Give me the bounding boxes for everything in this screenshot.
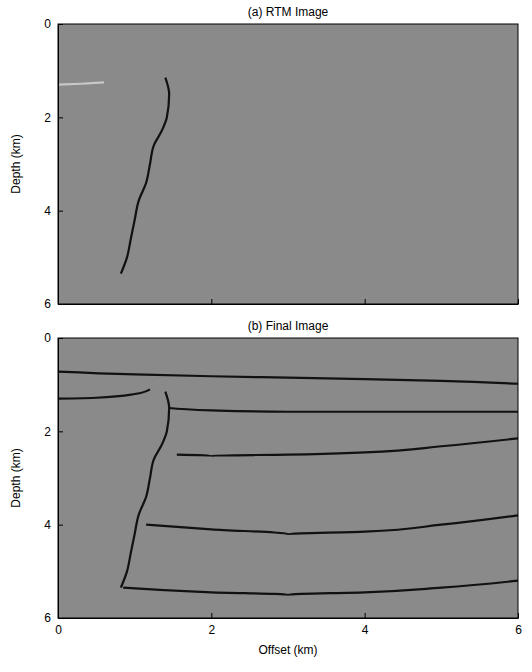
y-tick: 4 bbox=[44, 518, 63, 532]
reflector bbox=[123, 581, 518, 595]
x-axis-line bbox=[59, 618, 519, 619]
x-axis-line bbox=[59, 304, 519, 305]
x-axis-title: Offset (km) bbox=[258, 643, 317, 657]
panel-title: (a) RTM Image bbox=[248, 5, 329, 19]
y-tick: 4 bbox=[44, 204, 63, 218]
y-tick-label: 6 bbox=[44, 297, 51, 311]
y-axis-line bbox=[58, 339, 59, 619]
x-tick bbox=[518, 299, 519, 304]
plot-background bbox=[58, 338, 518, 618]
x-tick-label: 4 bbox=[362, 623, 369, 637]
y-axis: 0 2 4 6 bbox=[44, 331, 63, 625]
y-tick: 6 bbox=[44, 297, 63, 311]
y-tick-mark bbox=[58, 618, 63, 619]
panel: 02460246(b) Final ImageDepth (km)Offset … bbox=[9, 319, 522, 657]
x-axis: 0 2 4 6 bbox=[55, 613, 522, 637]
reflector bbox=[146, 515, 518, 534]
x-tick: 2 bbox=[208, 613, 215, 637]
y-tick: 2 bbox=[44, 111, 63, 125]
x-tick-label: 6 bbox=[515, 623, 522, 637]
y-tick-label: 6 bbox=[44, 611, 51, 625]
y-tick: 6 bbox=[44, 611, 63, 625]
y-axis-line bbox=[58, 25, 59, 305]
y-tick-mark bbox=[58, 338, 63, 339]
plot-frame bbox=[58, 338, 518, 618]
y-axis: 0 2 4 6 bbox=[44, 17, 63, 311]
x-tick-mark bbox=[518, 299, 519, 304]
reflector bbox=[121, 392, 169, 588]
reflector bbox=[169, 408, 518, 412]
y-tick-label: 0 bbox=[44, 17, 51, 31]
y-tick-label: 2 bbox=[44, 111, 51, 125]
reflector bbox=[121, 78, 169, 274]
x-tick-mark bbox=[518, 613, 519, 618]
x-tick: 6 bbox=[515, 613, 522, 637]
y-tick: 0 bbox=[44, 17, 63, 31]
x-tick bbox=[365, 299, 366, 304]
y-tick-mark bbox=[58, 304, 63, 305]
y-tick-mark bbox=[58, 24, 63, 25]
reflector bbox=[58, 372, 518, 384]
figure: 0246(a) RTM ImageDepth (km)02460246(b) F… bbox=[0, 0, 532, 672]
y-tick-mark bbox=[58, 431, 63, 432]
x-tick bbox=[211, 299, 212, 304]
x-tick-mark bbox=[211, 613, 212, 618]
y-axis-title: Depth (km) bbox=[9, 134, 23, 193]
y-tick-mark bbox=[58, 117, 63, 118]
reflector bbox=[58, 82, 104, 84]
x-tick-label: 2 bbox=[208, 623, 215, 637]
reflector bbox=[177, 438, 518, 455]
y-tick: 0 bbox=[44, 331, 63, 345]
x-tick-mark bbox=[365, 299, 366, 304]
panel-title: (b) Final Image bbox=[248, 319, 329, 333]
y-tick-label: 4 bbox=[44, 518, 51, 532]
x-tick-mark bbox=[211, 299, 212, 304]
plot-frame bbox=[58, 24, 518, 304]
y-tick-mark bbox=[58, 525, 63, 526]
x-tick-label: 0 bbox=[55, 623, 62, 637]
y-tick-label: 2 bbox=[44, 425, 51, 439]
y-axis-title: Depth (km) bbox=[9, 448, 23, 507]
reflectors bbox=[58, 78, 169, 274]
x-axis bbox=[59, 299, 519, 305]
reflector bbox=[58, 389, 150, 398]
panel: 0 2 4 6 (a) RTM Image Depth (km) bbox=[9, 5, 519, 311]
y-tick-mark bbox=[58, 211, 63, 212]
x-tick-mark bbox=[365, 613, 366, 618]
reflectors bbox=[58, 372, 518, 595]
y-tick-label: 4 bbox=[44, 204, 51, 218]
plot-background bbox=[58, 24, 518, 304]
y-tick-label: 0 bbox=[44, 331, 51, 345]
x-tick: 4 bbox=[362, 613, 369, 637]
y-tick: 2 bbox=[44, 425, 63, 439]
